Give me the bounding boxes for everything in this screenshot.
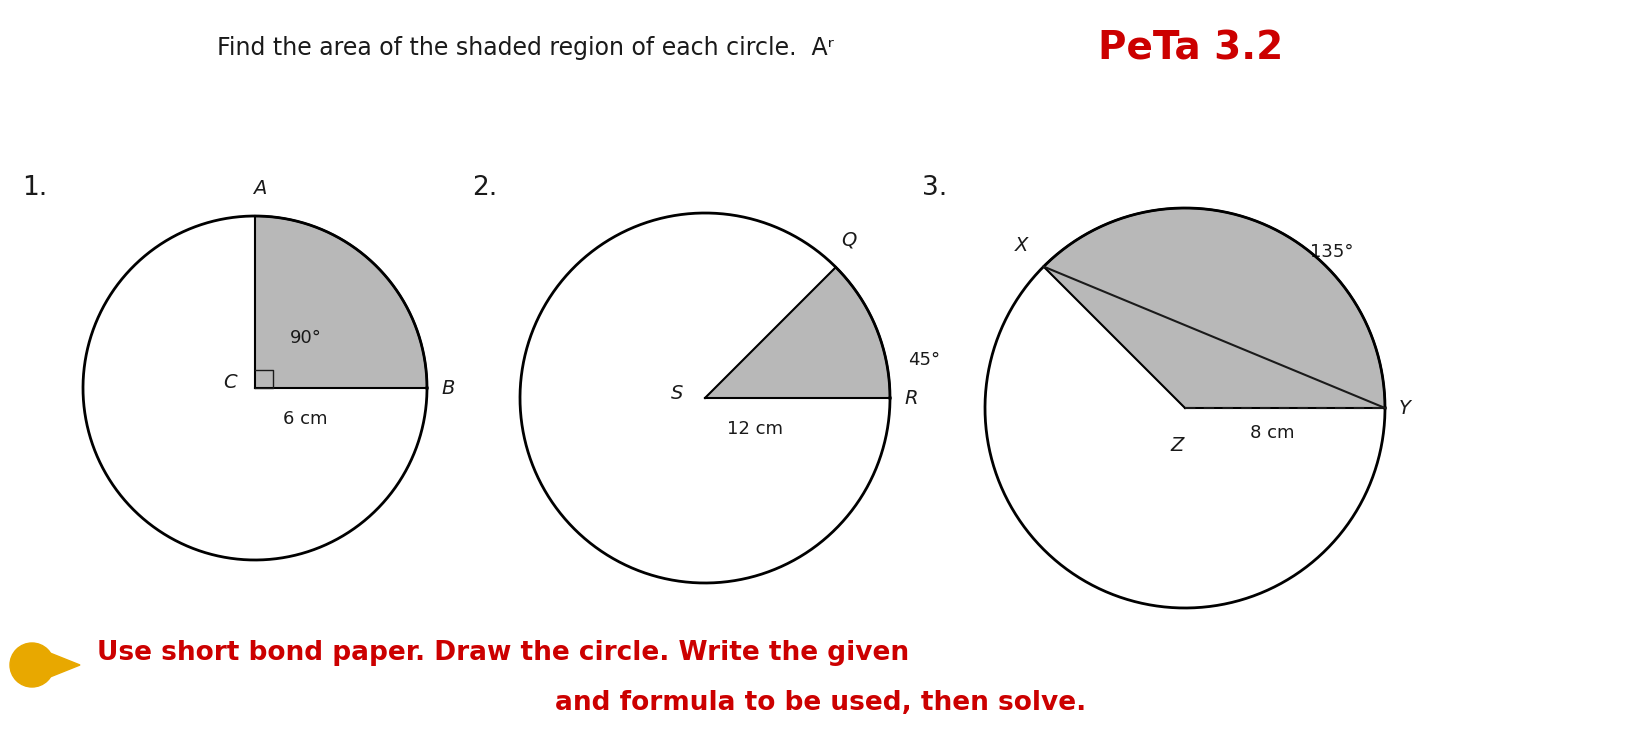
- Text: Z: Z: [1171, 436, 1184, 455]
- Text: 8 cm: 8 cm: [1250, 424, 1294, 442]
- Circle shape: [10, 643, 54, 687]
- Text: 6 cm: 6 cm: [282, 410, 327, 428]
- Polygon shape: [49, 653, 80, 677]
- Text: Use short bond paper. Draw the circle. Write the given: Use short bond paper. Draw the circle. W…: [97, 640, 910, 666]
- Text: 90°: 90°: [291, 329, 322, 347]
- Text: 135°: 135°: [1310, 243, 1353, 261]
- Text: S: S: [670, 383, 683, 403]
- Text: 12 cm: 12 cm: [727, 420, 783, 438]
- Polygon shape: [1044, 208, 1384, 408]
- Text: 2.: 2.: [471, 175, 498, 201]
- Text: A: A: [253, 179, 266, 198]
- Text: X: X: [1015, 236, 1028, 255]
- Text: Y: Y: [1399, 398, 1410, 417]
- Text: 3.: 3.: [923, 175, 947, 201]
- Text: R: R: [905, 389, 918, 407]
- Polygon shape: [255, 216, 427, 388]
- Text: and formula to be used, then solve.: and formula to be used, then solve.: [555, 690, 1087, 716]
- Text: Q: Q: [841, 230, 855, 249]
- Text: C: C: [223, 373, 236, 392]
- Text: PeTa 3.2: PeTa 3.2: [1098, 29, 1282, 67]
- Text: 1.: 1.: [21, 175, 48, 201]
- Text: B: B: [442, 379, 455, 398]
- Text: 45°: 45°: [908, 351, 941, 369]
- Text: Find the area of the shaded region of each circle.  Aʳ: Find the area of the shaded region of ea…: [217, 36, 834, 60]
- Polygon shape: [704, 267, 890, 398]
